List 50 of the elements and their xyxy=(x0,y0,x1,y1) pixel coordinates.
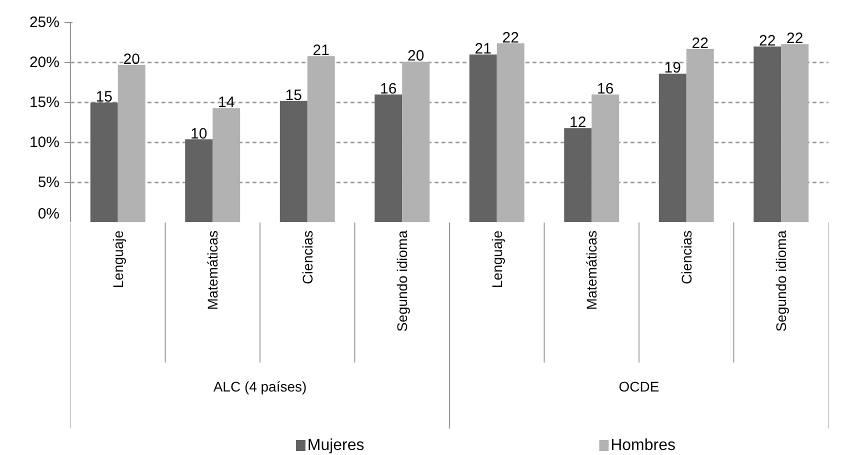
data-label: 15 xyxy=(285,86,302,104)
data-label: 22 xyxy=(786,30,804,48)
data-label: 21 xyxy=(312,42,330,60)
data-label: 19 xyxy=(664,60,681,77)
legend-label: Mujeres xyxy=(307,437,364,454)
x-tick-label: Ciencias xyxy=(678,230,694,284)
bar xyxy=(402,62,430,222)
x-tick-label: Lenguaje xyxy=(110,230,126,288)
data-label: 20 xyxy=(123,50,140,68)
data-label: 12 xyxy=(570,114,586,132)
data-label: 22 xyxy=(759,32,776,50)
bar xyxy=(185,139,213,222)
data-label: 16 xyxy=(597,80,614,98)
data-label: 15 xyxy=(96,88,112,106)
y-tick-label: 0% xyxy=(38,206,60,222)
bar xyxy=(496,43,524,222)
bar xyxy=(686,48,714,222)
x-tick-label: Ciencias xyxy=(299,230,316,284)
x-tick-label: Matemáticas xyxy=(584,230,600,310)
x-tick-label: Matemáticas xyxy=(204,230,221,310)
x-tick-label: Segundo idioma xyxy=(394,230,410,332)
y-tick-label: 15% xyxy=(29,94,60,111)
bar xyxy=(592,94,620,222)
y-tick-label: 25% xyxy=(29,14,60,31)
data-label: 22 xyxy=(692,34,708,52)
data-label: 22 xyxy=(502,29,519,46)
bar xyxy=(307,56,335,222)
bar xyxy=(118,64,146,222)
data-label: 10 xyxy=(190,125,208,142)
x-tick-label: Segundo idioma xyxy=(773,230,790,332)
bar xyxy=(90,102,118,222)
bar xyxy=(564,128,592,222)
bar xyxy=(212,108,240,222)
data-label: 21 xyxy=(474,40,492,58)
text: ALC (4 países) xyxy=(213,378,307,394)
y-tick-label: 5% xyxy=(38,174,60,191)
bar xyxy=(754,46,782,222)
data-label: 20 xyxy=(408,48,424,65)
legend-label: Hombres xyxy=(610,437,676,454)
bar xyxy=(469,54,497,222)
bar xyxy=(374,94,402,222)
y-tick-label: 10% xyxy=(29,134,60,151)
data-label: 16 xyxy=(380,80,397,98)
bar xyxy=(781,44,809,222)
text: OCDE xyxy=(618,378,660,394)
x-tick-label: Lenguaje xyxy=(488,230,505,288)
data-label: 14 xyxy=(218,94,235,112)
bar xyxy=(658,74,686,222)
y-tick-label: 20% xyxy=(29,54,60,71)
bar xyxy=(280,100,308,222)
